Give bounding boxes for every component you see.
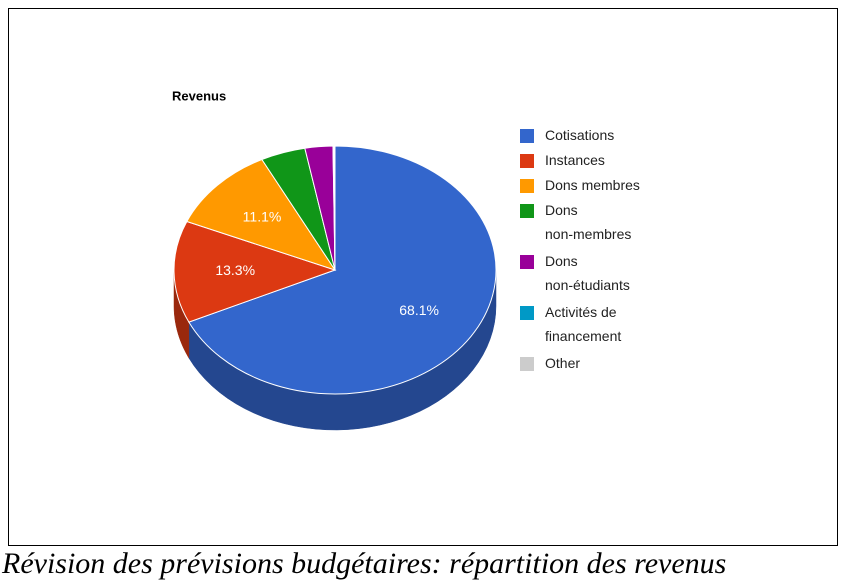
pie-slice [333,145,336,271]
data-label: 68.1% [399,302,439,318]
legend-line: Dons [545,202,582,218]
pie-slice [188,145,497,395]
legend-line: Dons [545,253,582,269]
legend-swatch [520,306,534,320]
legend-line: financement [545,328,621,344]
legend-line: Dons membres [545,177,640,193]
data-label: 13.3% [215,262,255,278]
legend-swatch [520,357,534,371]
legend-label: Activités de financement [545,304,621,344]
legend-line: non-étudiants [545,277,630,293]
legend-line: non-membres [545,226,631,242]
legend-label: Dons membres [545,177,640,193]
legend-line: Cotisations [545,127,614,143]
pie-slice [173,220,337,323]
caption: Révision des prévisions budgétaires: rép… [1,547,726,580]
chart-title: Revenus [172,88,226,103]
legend-label: Other [545,355,580,371]
data-label: 11.1% [243,208,282,224]
legend-swatch [520,129,534,143]
legend-swatch [520,255,534,269]
pie-slice [186,158,337,271]
legend-label: Dons non-étudiants [545,253,630,293]
legend-label: Dons non-membres [545,202,631,242]
legend-line: Instances [545,152,605,168]
legend-line: Other [545,355,580,371]
legend-swatch [520,179,534,193]
legend-swatch [520,154,534,168]
legend-swatch [520,204,534,218]
legend-label: Cotisations [545,127,614,143]
legend-label: Instances [545,152,605,168]
legend-line: Activités de [545,304,620,320]
